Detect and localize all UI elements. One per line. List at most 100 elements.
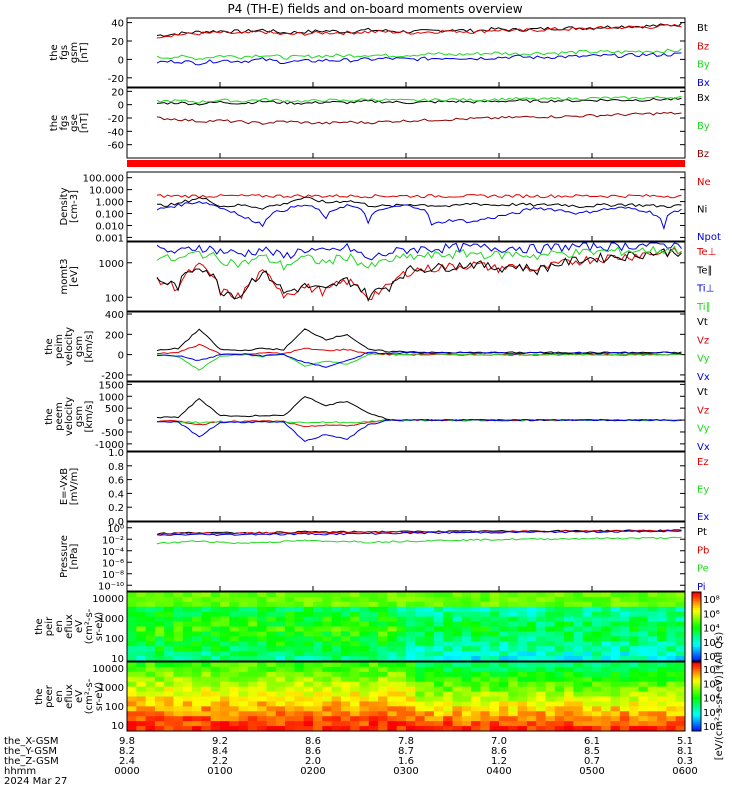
heatmap-cell — [220, 651, 230, 657]
heatmap-cell — [257, 646, 267, 652]
heatmap-cell — [182, 716, 193, 722]
heatmap-cell — [536, 681, 546, 688]
heatmap-cell — [182, 721, 193, 727]
heatmap-cell — [192, 676, 202, 683]
heatmap-cell — [489, 616, 500, 623]
heatmap-cell — [415, 651, 426, 657]
heatmap-cell — [452, 626, 463, 632]
heatmap-cell — [452, 721, 463, 727]
heatmap-cell — [210, 696, 221, 702]
heatmap-cell — [220, 726, 230, 732]
ytick-label-efield: 0.6 — [108, 476, 124, 487]
ytick-label-fgs_gse: -20 — [108, 114, 124, 125]
heatmap-cell — [378, 651, 388, 657]
heatmap-cell — [443, 641, 453, 647]
heatmap-cell — [238, 626, 249, 632]
heatmap-cell — [657, 641, 667, 647]
heatmap-cell — [629, 701, 639, 707]
heatmap-cell — [573, 651, 584, 657]
heatmap-cell — [629, 592, 639, 598]
colorbar-cell — [692, 682, 701, 686]
heatmap-cell — [322, 601, 333, 608]
heatmap-cell — [229, 706, 240, 712]
heatmap-cell — [238, 671, 249, 678]
heatmap-cell — [517, 666, 528, 673]
heatmap-cell — [368, 676, 379, 683]
heatmap-cell — [480, 671, 491, 678]
heatmap-cell — [508, 601, 519, 608]
series-line-mom_t — [156, 248, 682, 302]
heatmap-cell — [247, 716, 258, 722]
heatmap-cell — [229, 681, 240, 688]
heatmap-cell — [675, 711, 686, 717]
heatmap-cell — [275, 592, 286, 598]
heatmap-cell — [415, 696, 426, 702]
heatmap-cell — [564, 671, 574, 678]
heatmap-cell — [424, 666, 435, 673]
heatmap-cell — [499, 656, 509, 662]
heatmap-cell — [182, 646, 193, 652]
heatmap-cell — [210, 701, 221, 707]
heatmap-cell — [508, 662, 519, 668]
heatmap-cell — [536, 636, 546, 642]
heatmap-cell — [564, 592, 574, 598]
heatmap-cell — [145, 626, 156, 632]
heatmap-cell — [526, 646, 537, 652]
heatmap-cell — [406, 651, 416, 657]
heatmap-cell — [443, 681, 453, 688]
heatmap-cell — [415, 681, 426, 688]
heatmap-cell — [247, 696, 258, 702]
heatmap-cell — [220, 616, 230, 623]
ylabel-peer: en — [54, 690, 65, 703]
heatmap-cell — [489, 656, 500, 662]
heatmap-cell — [619, 606, 630, 613]
heatmap-cell — [154, 726, 165, 732]
heatmap-cell — [201, 651, 212, 657]
heatmap-cell — [378, 621, 388, 627]
heatmap-cell — [387, 616, 398, 623]
heatmap-cell — [406, 666, 416, 673]
heatmap-cell — [229, 676, 240, 683]
heatmap-cell — [201, 596, 212, 603]
heatmap-cell — [378, 616, 388, 623]
colorbar-cell — [692, 698, 701, 702]
heatmap-cell — [508, 671, 519, 678]
heatmap-cell — [610, 691, 621, 697]
heatmap-cell — [592, 646, 602, 652]
colorbar-cell — [692, 649, 701, 653]
heatmap-cell — [480, 656, 491, 662]
heatmap-cell — [675, 701, 686, 707]
heatmap-cell — [601, 611, 612, 618]
heatmap-cell — [573, 596, 584, 603]
heatmap-cell — [294, 611, 305, 618]
heatmap-cell — [303, 626, 314, 632]
heatmap-cell — [675, 681, 686, 688]
heatmap-cell — [424, 681, 435, 688]
heatmap-cell — [173, 631, 184, 637]
heatmap-cell — [619, 636, 630, 642]
heatmap-cell — [480, 662, 491, 668]
heatmap-cell — [638, 696, 649, 702]
colorbar-label: 10⁰ — [703, 652, 720, 663]
heatmap-cell — [508, 621, 519, 627]
heatmap-cell — [545, 616, 556, 623]
heatmap-cell — [396, 592, 407, 598]
heatmap-cell — [340, 616, 351, 623]
heatmap-cell — [675, 651, 686, 657]
heatmap-cell — [396, 651, 407, 657]
heatmap-cell — [257, 616, 267, 623]
heatmap-cell — [396, 646, 407, 652]
heatmap-cell — [573, 656, 584, 662]
heatmap-cell — [536, 662, 546, 668]
heatmap-cell — [313, 662, 323, 668]
heatmap-cell — [220, 641, 230, 647]
ylabel-peer: the — [34, 688, 45, 704]
heatmap-cell — [433, 726, 444, 732]
heatmap-cell — [136, 601, 147, 608]
heatmap-cell — [517, 641, 528, 647]
heatmap-cell — [536, 666, 546, 673]
heatmap-cell — [275, 626, 286, 632]
heatmap-cell — [294, 686, 305, 693]
heatmap-cell — [582, 706, 593, 712]
heatmap-cell — [313, 611, 323, 618]
